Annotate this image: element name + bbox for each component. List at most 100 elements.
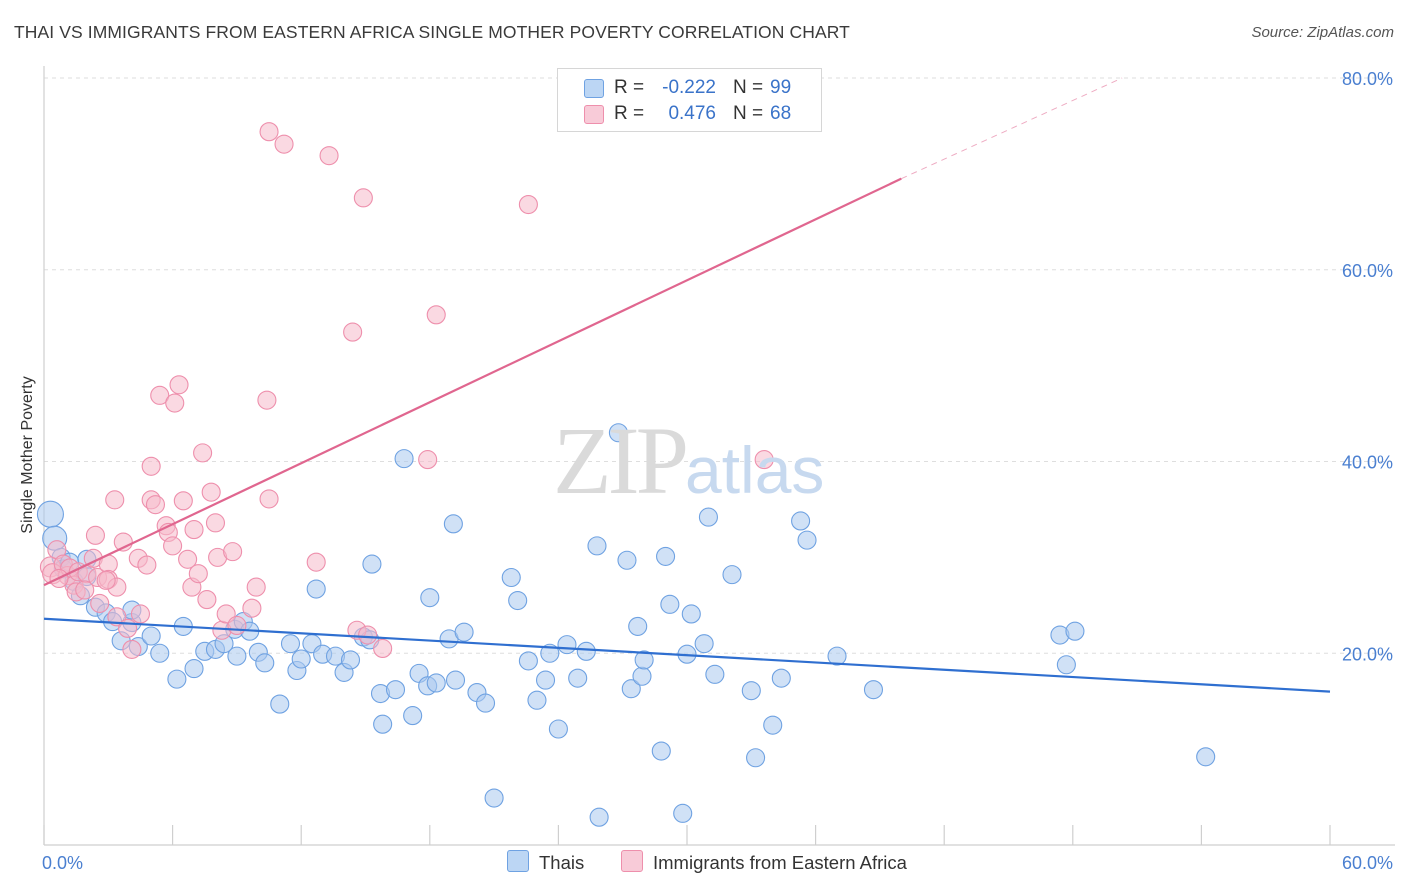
data-point bbox=[518, 195, 538, 215]
data-point bbox=[137, 555, 157, 575]
correlation-stats-box: R = -0.222 N = 99 R = 0.476 N = 68 bbox=[557, 68, 822, 132]
data-point bbox=[340, 650, 361, 670]
data-point bbox=[353, 188, 373, 208]
data-point bbox=[694, 634, 714, 654]
data-point bbox=[280, 634, 301, 654]
data-point bbox=[518, 651, 538, 671]
n-value: 68 bbox=[770, 103, 792, 124]
data-point bbox=[141, 456, 161, 476]
data-point bbox=[255, 653, 275, 673]
data-point bbox=[96, 570, 116, 590]
data-point bbox=[223, 542, 243, 562]
y-tick-label: 60.0% bbox=[1342, 261, 1393, 281]
data-point bbox=[394, 449, 414, 469]
data-point bbox=[362, 554, 382, 574]
data-point bbox=[145, 495, 166, 515]
data-point bbox=[660, 594, 680, 614]
data-point bbox=[501, 567, 521, 588]
data-point bbox=[306, 552, 326, 572]
data-point bbox=[259, 122, 279, 142]
data-point bbox=[184, 520, 204, 540]
n-label: N = bbox=[733, 103, 764, 124]
eastern-africa-swatch-icon bbox=[584, 105, 604, 124]
data-point bbox=[197, 590, 217, 610]
data-point bbox=[673, 803, 693, 823]
data-point bbox=[484, 788, 504, 808]
data-point bbox=[319, 146, 339, 166]
data-point bbox=[863, 680, 884, 700]
stats-row-thais: R = -0.222 N = 99 bbox=[558, 75, 821, 101]
data-point bbox=[246, 577, 266, 597]
data-point bbox=[589, 807, 609, 827]
data-point bbox=[746, 748, 766, 768]
data-point bbox=[306, 579, 326, 599]
legend-item-thais[interactable]: Thais bbox=[507, 850, 584, 874]
data-point bbox=[178, 549, 198, 569]
n-label: N = bbox=[733, 77, 764, 98]
data-point bbox=[1056, 655, 1076, 675]
axes bbox=[43, 66, 1395, 846]
data-point bbox=[681, 604, 701, 624]
data-point bbox=[722, 565, 742, 585]
data-point bbox=[791, 511, 811, 531]
legend-label: Immigrants from Eastern Africa bbox=[653, 852, 907, 873]
data-point bbox=[193, 443, 213, 463]
data-point bbox=[291, 649, 311, 669]
data-point bbox=[205, 513, 226, 533]
data-point bbox=[576, 641, 596, 661]
data-point bbox=[373, 714, 393, 734]
data-point bbox=[188, 564, 208, 584]
data-point bbox=[445, 670, 466, 690]
data-point bbox=[443, 514, 463, 534]
data-point bbox=[105, 490, 125, 510]
data-point bbox=[130, 604, 150, 624]
r-label: R = bbox=[614, 77, 645, 98]
data-point bbox=[75, 580, 95, 600]
data-point bbox=[184, 659, 204, 679]
eastern-africa-legend-swatch-icon bbox=[621, 850, 643, 872]
data-point bbox=[621, 679, 641, 699]
r-value: -0.222 bbox=[662, 77, 716, 98]
data-point bbox=[1065, 621, 1085, 641]
data-point bbox=[274, 134, 294, 154]
data-point bbox=[656, 546, 676, 566]
x-tick-label: 60.0% bbox=[1342, 853, 1393, 873]
r-value: 0.476 bbox=[668, 103, 716, 124]
data-point bbox=[617, 550, 637, 570]
data-point bbox=[85, 525, 105, 545]
data-point bbox=[698, 507, 718, 527]
data-point bbox=[763, 715, 783, 735]
data-point bbox=[343, 322, 363, 342]
data-points bbox=[36, 122, 1216, 827]
data-point bbox=[257, 390, 277, 410]
data-point bbox=[385, 680, 406, 700]
data-point bbox=[150, 385, 170, 405]
tick-labels: 20.0% 40.0% 60.0% 80.0% 0.0% 60.0% bbox=[42, 69, 1393, 873]
data-point bbox=[827, 646, 847, 666]
trend-line bbox=[43, 177, 902, 587]
source-label: Source: ZipAtlas.com bbox=[1251, 24, 1394, 41]
data-point bbox=[165, 393, 185, 413]
data-point bbox=[358, 625, 378, 645]
data-point bbox=[173, 491, 193, 511]
data-point bbox=[587, 536, 607, 556]
data-point bbox=[557, 635, 577, 655]
data-point bbox=[705, 664, 725, 684]
data-point bbox=[797, 530, 817, 550]
data-point bbox=[90, 593, 110, 613]
data-point bbox=[426, 673, 446, 693]
trend-line bbox=[43, 617, 1331, 693]
data-point bbox=[651, 741, 671, 761]
data-point bbox=[535, 670, 556, 690]
data-point bbox=[741, 681, 761, 701]
legend-item-eastern-africa[interactable]: Immigrants from Eastern Africa bbox=[621, 850, 907, 874]
data-point bbox=[508, 590, 528, 611]
data-point bbox=[227, 615, 247, 635]
data-point bbox=[167, 669, 187, 689]
data-point bbox=[163, 536, 183, 556]
y-axis-label: Single Mother Poverty bbox=[19, 376, 36, 534]
y-tick-label: 80.0% bbox=[1342, 69, 1393, 89]
data-point bbox=[527, 690, 547, 710]
data-point bbox=[754, 450, 774, 470]
